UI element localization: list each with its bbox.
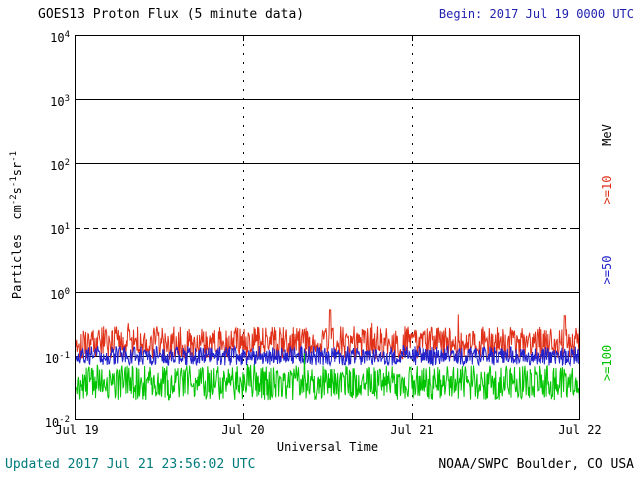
y-tick-label: 101: [50, 222, 70, 237]
x-tick-label: Jul 20: [221, 423, 265, 437]
plot-border: [75, 35, 580, 420]
y-axis-exp: -1: [9, 176, 19, 188]
x-tick-label: Jul 22: [558, 423, 602, 437]
flux-trace-100MeV: [74, 353, 581, 401]
series-label-ge100: >=100: [600, 344, 614, 382]
data-source-label: NOAA/SWPC Boulder, CO USA: [438, 457, 634, 472]
y-axis-exp: -2: [9, 194, 19, 206]
series-label-ge10: >=10: [600, 175, 614, 205]
series-label-ge50: >=50: [600, 255, 614, 285]
y-tick-label: 10-1: [44, 351, 70, 366]
x-tick-label: Jul 21: [390, 423, 434, 437]
flux-trace-10MeV: [74, 309, 581, 361]
x-axis-label: Universal Time: [276, 440, 379, 454]
proton-flux-chart: [74, 35, 581, 420]
plot-area: [74, 35, 581, 420]
y-axis-label-text: s: [10, 187, 24, 195]
y-tick-label: 100: [50, 287, 70, 302]
flux-trace-50MeV: [74, 344, 581, 368]
updated-timestamp: Updated 2017 Jul 21 23:56:02 UTC: [5, 457, 256, 472]
begin-timestamp: Begin: 2017 Jul 19 0000 UTC: [438, 7, 634, 21]
x-tick-label: Jul 19: [55, 423, 99, 437]
y-tick-label: 102: [50, 158, 70, 173]
y-tick-label: 103: [50, 94, 70, 109]
y-tick-label: 10-2: [44, 415, 70, 430]
page-title: GOES13 Proton Flux (5 minute data): [38, 7, 305, 22]
y-tick-label: 104: [50, 30, 70, 45]
